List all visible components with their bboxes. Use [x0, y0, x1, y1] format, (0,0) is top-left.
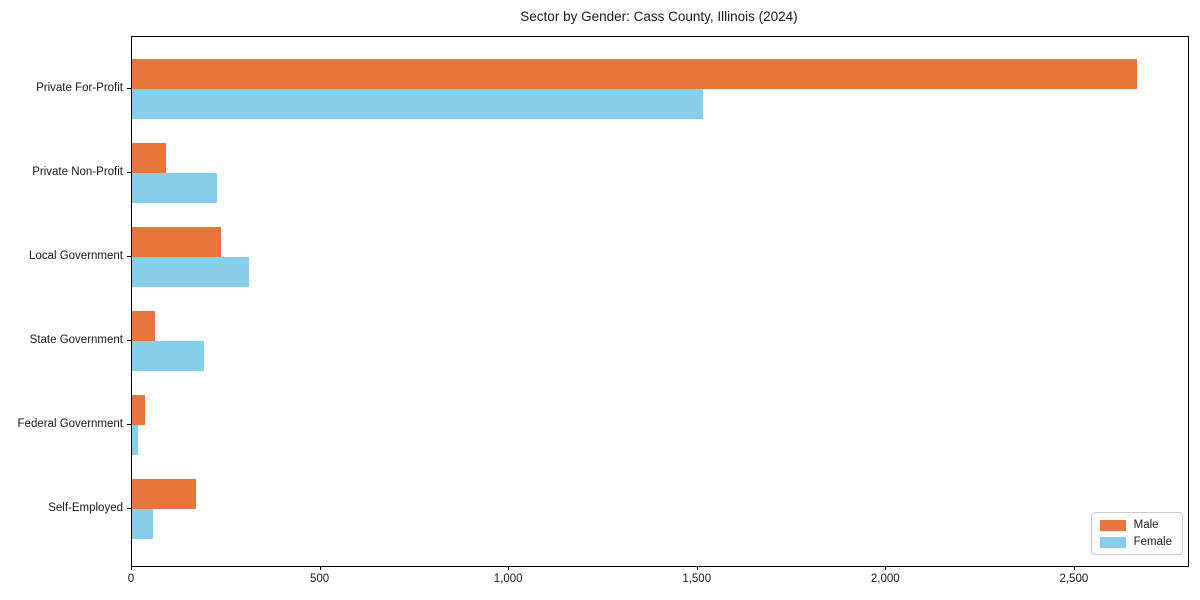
chart-title: Sector by Gender: Cass County, Illinois …: [520, 9, 798, 24]
bar-male-federal-government: [132, 395, 146, 425]
y-axis-label-local-government: Local Government: [29, 250, 123, 262]
x-tick: [131, 566, 132, 570]
y-tick: [127, 88, 131, 89]
y-axis-label-federal-government: Federal Government: [17, 418, 123, 430]
bar-male-state-government: [132, 311, 155, 341]
x-tick: [696, 566, 698, 570]
y-tick: [127, 256, 131, 257]
bar-male-private-non-profit: [132, 143, 166, 173]
y-axis-label-private-for-profit: Private For-Profit: [36, 82, 123, 94]
bar-female-federal-government: [132, 425, 138, 455]
y-axis-label-self-employed: Self-Employed: [48, 502, 123, 514]
legend-label-female: Female: [1133, 536, 1172, 548]
legend-label-male: Male: [1133, 519, 1159, 531]
y-axis-label-private-non-profit: Private Non-Profit: [32, 166, 123, 178]
bar-female-private-for-profit: [132, 89, 704, 119]
x-tick-label: 0: [127, 573, 135, 585]
y-tick: [127, 340, 131, 341]
y-tick: [127, 508, 131, 509]
legend-entry-female: Female: [1099, 536, 1172, 548]
x-tick: [508, 566, 510, 570]
bar-female-self-employed: [132, 509, 153, 539]
y-tick: [127, 424, 131, 425]
legend-swatch-female: [1099, 536, 1126, 548]
x-tick: [319, 566, 321, 570]
bar-male-local-government: [132, 227, 221, 257]
x-tick: [885, 566, 887, 570]
bar-male-self-employed: [132, 479, 197, 509]
bar-female-local-government: [132, 257, 249, 287]
x-tick: [1073, 566, 1075, 570]
bar-male-private-for-profit: [132, 59, 1138, 89]
bar-female-state-government: [132, 341, 204, 371]
y-tick: [127, 172, 131, 173]
x-tick-label: 1,500: [682, 573, 712, 585]
legend-entry-male: Male: [1099, 519, 1172, 531]
bar-female-private-non-profit: [132, 173, 217, 203]
y-axis-label-state-government: State Government: [29, 334, 123, 346]
legend-swatch-male: [1099, 519, 1126, 531]
x-tick-label: 1,000: [493, 573, 523, 585]
x-tick-label: 2,500: [1059, 573, 1089, 585]
x-tick-label: 2,000: [870, 573, 900, 585]
x-tick-label: 500: [309, 573, 330, 585]
legend: Male Female: [1090, 512, 1183, 555]
plot-area: Male Female: [131, 36, 1189, 567]
